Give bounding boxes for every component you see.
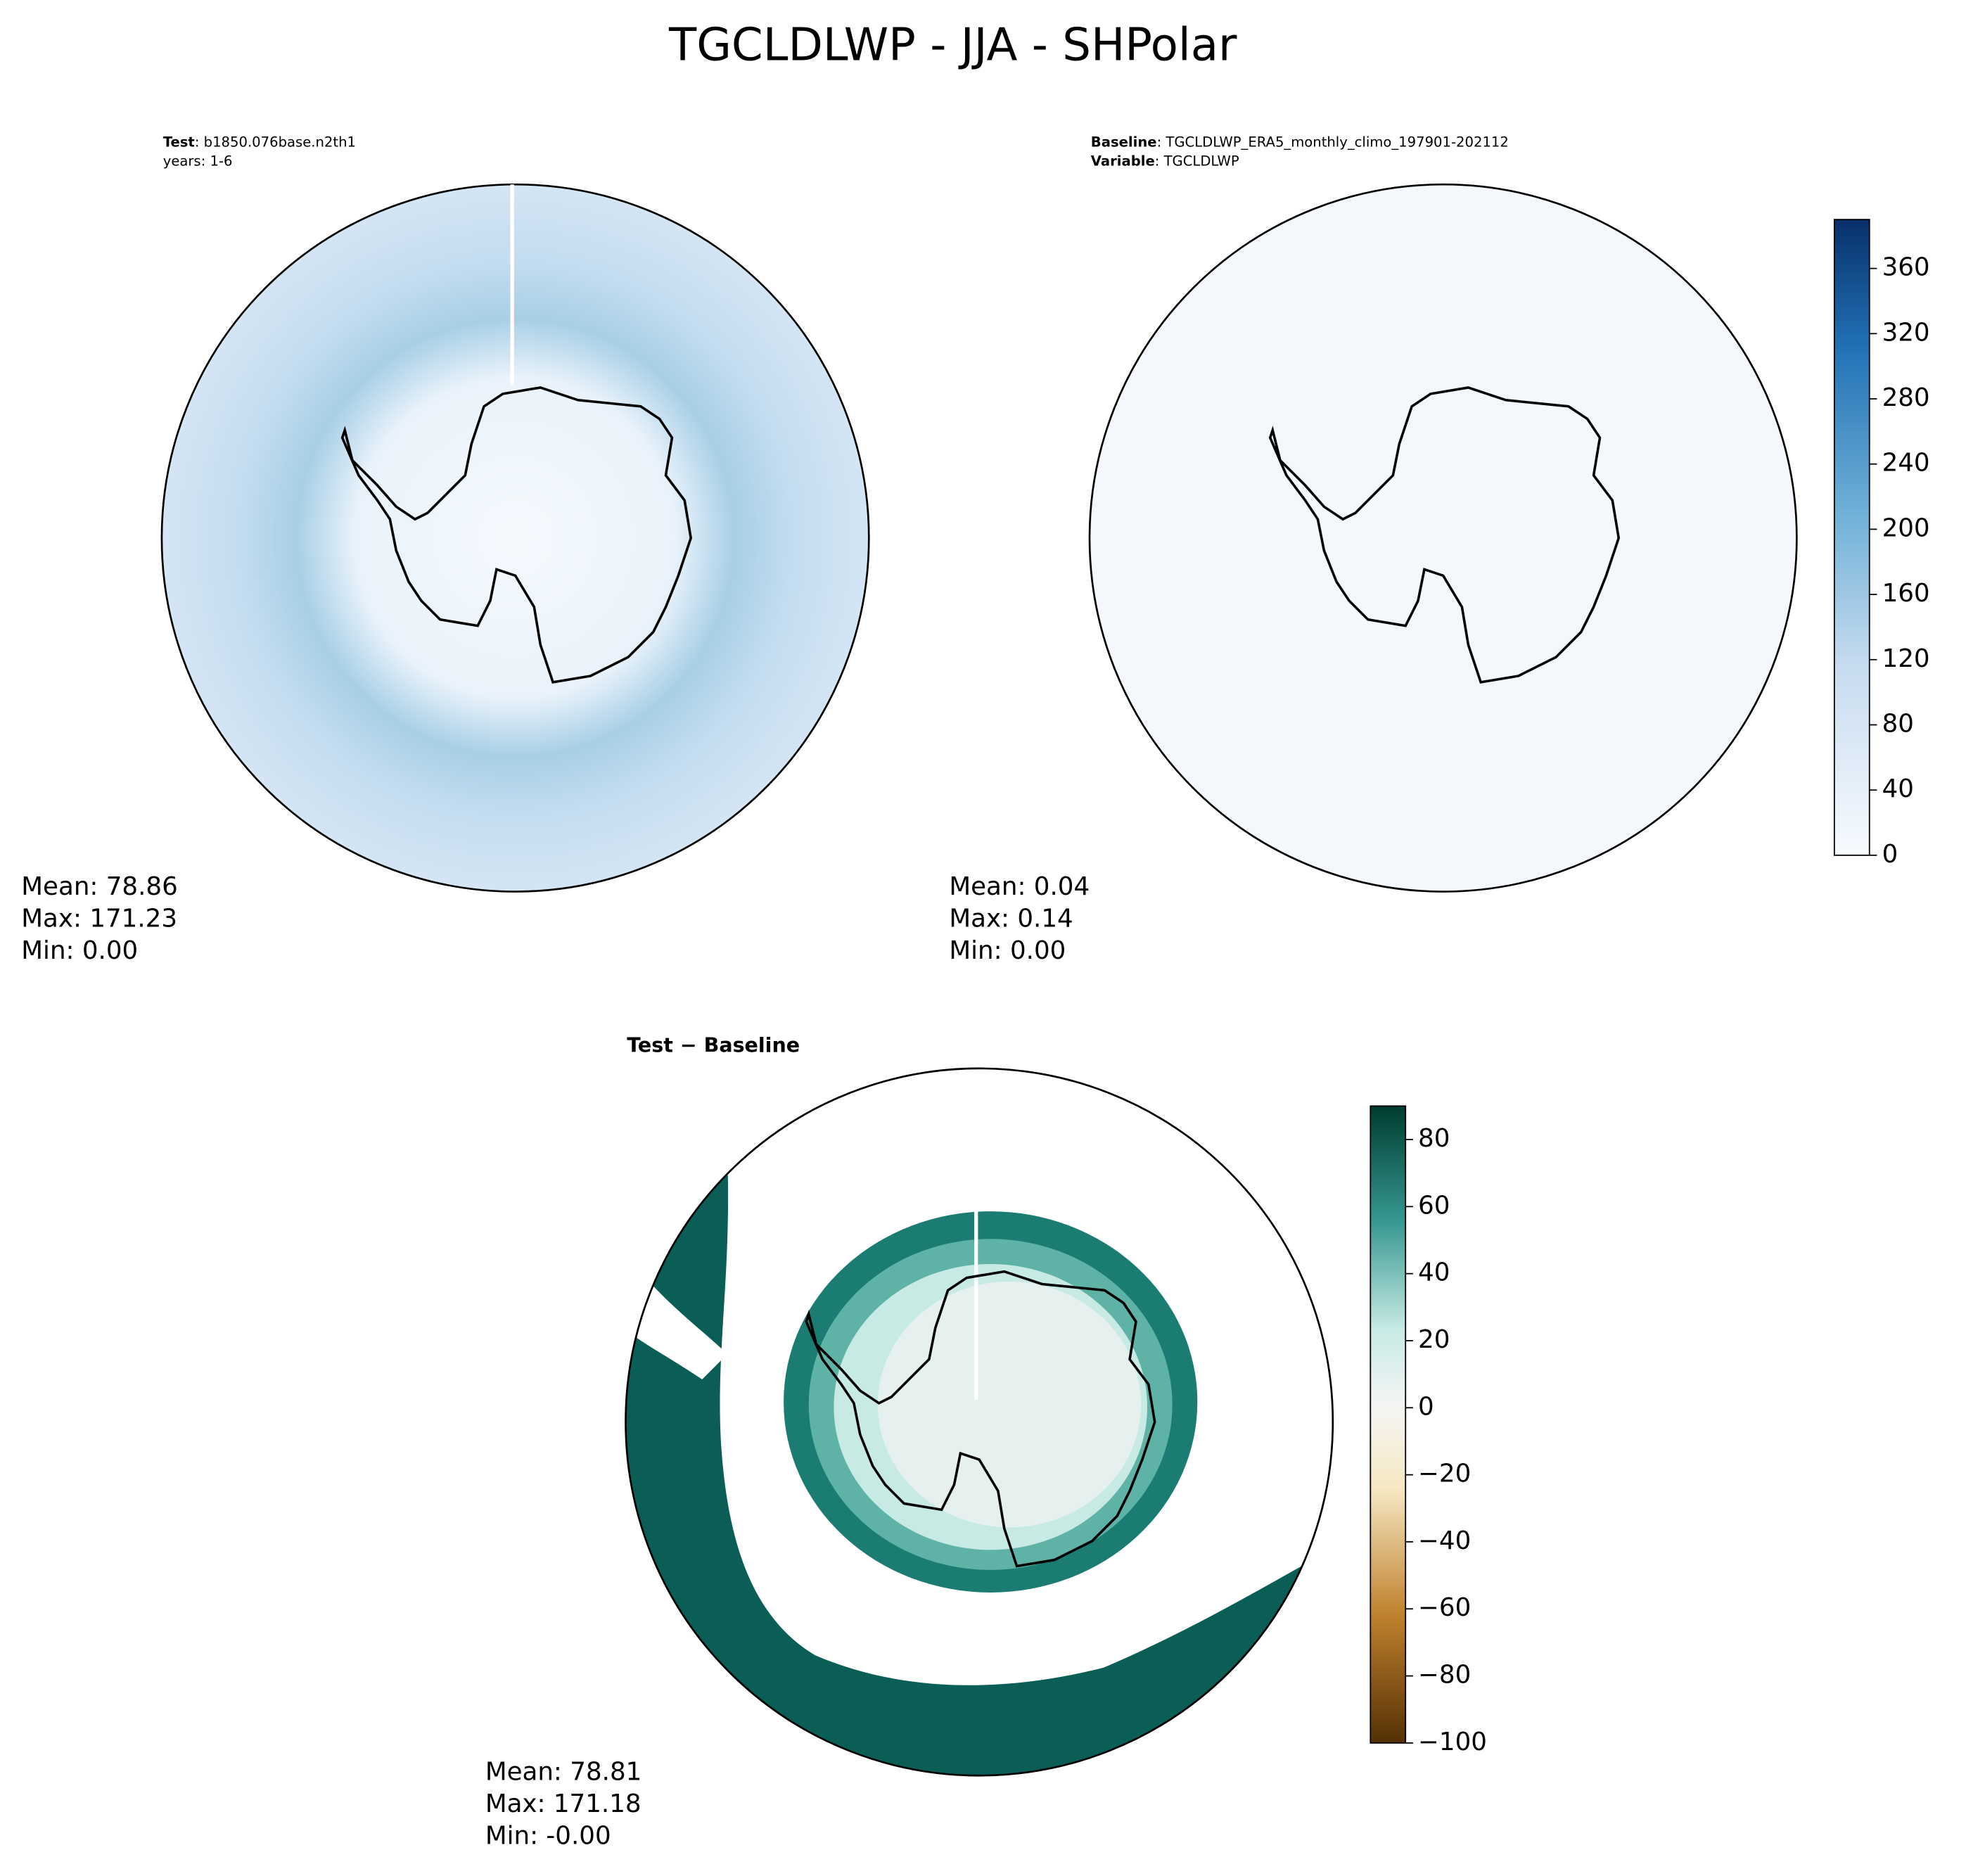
label-bold: Test — [163, 134, 195, 151]
colorbar — [1370, 1105, 1407, 1744]
colorbar-tick-label: 60 — [1418, 1191, 1450, 1220]
stat-line: Min: 0.00 — [949, 936, 1066, 965]
colorbar-tick-label: −40 — [1418, 1526, 1471, 1555]
stat-line: Max: 0.14 — [949, 905, 1073, 933]
field-core — [877, 1281, 1142, 1528]
label-bold: Baseline — [1091, 134, 1157, 151]
seam — [510, 184, 514, 385]
colorbar-tick-label: 80 — [1418, 1124, 1450, 1153]
figure-title: TGCLDLWP - JJA - SHPolar — [668, 19, 1237, 72]
colorbar-tick-label: 200 — [1882, 513, 1930, 542]
stat-line: Mean: 0.04 — [949, 872, 1090, 901]
colorbar-tick-label: −20 — [1418, 1460, 1471, 1488]
panel-label: Test: b1850.076base.n2th1 — [163, 134, 356, 151]
colorbar-tick-label: 360 — [1882, 253, 1930, 282]
stat-line: Max: 171.18 — [485, 1789, 641, 1818]
colorbar-tick-label: 320 — [1882, 318, 1930, 347]
colorbar-tick-label: −60 — [1418, 1593, 1471, 1622]
colorbar-tick-label: 240 — [1882, 449, 1930, 478]
map-test — [160, 183, 870, 893]
panel-sublabel: Variable: TGCLDLWP — [1091, 153, 1239, 169]
stat-line: Mean: 78.86 — [21, 872, 177, 901]
colorbar-tick-label: −80 — [1418, 1661, 1471, 1690]
seam — [974, 1211, 978, 1400]
colorbar-tick-label: 40 — [1882, 774, 1914, 803]
colorbar-tick-label: 80 — [1882, 709, 1914, 738]
colorbar-tick-label: 280 — [1882, 383, 1930, 412]
colorbar-tick-label: −100 — [1418, 1728, 1487, 1756]
panel-label: Test − Baseline — [627, 1034, 800, 1057]
colorbar-tick-label: 160 — [1882, 579, 1930, 608]
colorbar-tick-label: 120 — [1882, 644, 1930, 673]
stat-line: Max: 171.23 — [21, 905, 177, 933]
stat-line: Mean: 78.81 — [485, 1758, 641, 1787]
map-diff — [625, 1068, 1333, 1776]
colorbar-tick-label: 40 — [1418, 1258, 1450, 1287]
label-rest: : TGCLDLWP_ERA5_monthly_climo_197901-202… — [1157, 134, 1509, 151]
stat-line: Min: 0.00 — [21, 936, 138, 965]
colorbar — [1833, 219, 1870, 856]
label-bold: Variable — [1091, 153, 1155, 169]
label-rest: : b1850.076base.n2th1 — [195, 134, 356, 151]
panel-label: Baseline: TGCLDLWP_ERA5_monthly_climo_19… — [1091, 134, 1509, 151]
colorbar-tick-label: 0 — [1882, 840, 1898, 869]
map-frame — [625, 1067, 1334, 1777]
label-rest: : TGCLDLWP — [1155, 153, 1239, 169]
panel-sublabel: years: 1-6 — [163, 153, 233, 169]
colorbar-tick-label: 20 — [1418, 1325, 1450, 1354]
map-baseline — [1088, 183, 1798, 893]
colorbar-tick-label: 0 — [1418, 1392, 1434, 1421]
stat-line: Min: -0.00 — [485, 1822, 611, 1851]
